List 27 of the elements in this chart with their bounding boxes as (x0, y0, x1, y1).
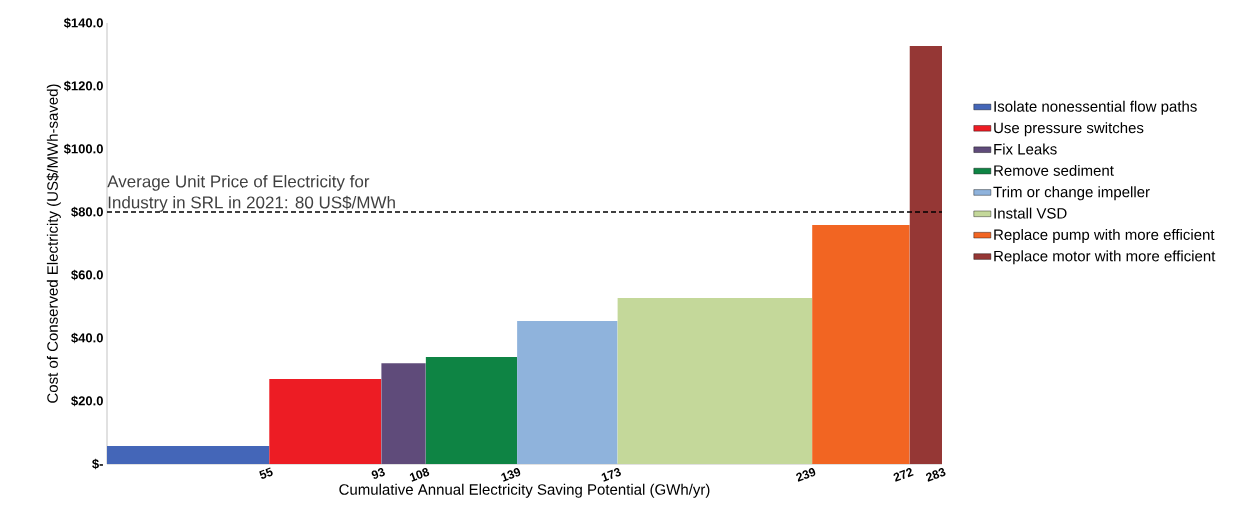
legend-label: Remove sediment (994, 164, 1114, 176)
x-tick-label: 108 (409, 468, 430, 482)
x-tick-label: 139 (501, 468, 521, 482)
legend-label: Isolate nonessential flow paths (994, 100, 1197, 115)
y-tick-label: $60.0 (71, 269, 103, 281)
y-tick-label: $140.0 (63, 17, 103, 29)
legend-label: Use pressure switches (994, 122, 1144, 137)
legend-label: Trim or change impeller (993, 186, 1150, 201)
y-tick-label: $- (92, 458, 103, 470)
y-tick-label: $40.0 (71, 332, 103, 344)
y-tick-label: $100.0 (63, 143, 103, 155)
legend-label: Replace motor with more efficient (994, 250, 1216, 265)
legend-label: Replace pump with more efficient (994, 229, 1215, 243)
legend-label: Install VSD (994, 207, 1067, 219)
x-tick-label: 283 (926, 468, 946, 482)
x-tick-label: 173 (601, 468, 621, 482)
x-tick-label: 93 (371, 468, 385, 479)
y-axis-title: Cost of Conserved Electricity (US$/MWh-saved) (46, 84, 61, 403)
ref-line-label: Average Unit Price of Electricity for Industry in SRL in 2021: 80 US$/MWh (107, 174, 395, 212)
x-axis-title: Cumulative Annual Electricity Saving Potential (GWh/yr) (339, 483, 710, 498)
x-tick-label: 272 (893, 468, 914, 482)
legend-label: Fix Leaks (994, 143, 1057, 155)
y-tick-label: $120.0 (63, 80, 103, 92)
y-tick-label: $20.0 (71, 395, 103, 407)
x-tick-label: 55 (259, 467, 273, 479)
y-tick-label: $80.0 (71, 206, 103, 218)
x-tick-label: 239 (796, 468, 816, 482)
